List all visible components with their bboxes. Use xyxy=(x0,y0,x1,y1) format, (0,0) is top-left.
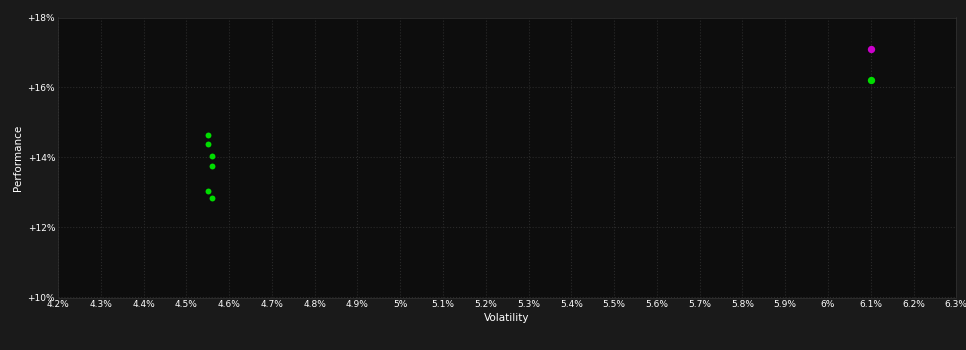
X-axis label: Volatility: Volatility xyxy=(484,314,530,323)
Point xyxy=(863,46,878,52)
Point xyxy=(200,132,215,138)
Point xyxy=(204,195,219,201)
Point xyxy=(204,153,219,159)
Point xyxy=(863,78,878,83)
Point xyxy=(200,141,215,147)
Point xyxy=(204,163,219,169)
Y-axis label: Performance: Performance xyxy=(14,124,23,191)
Point xyxy=(200,188,215,194)
